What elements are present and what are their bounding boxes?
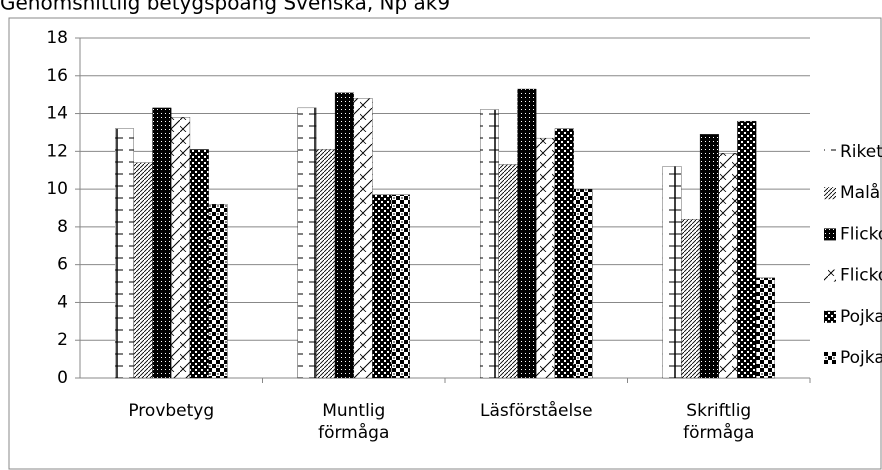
y-tick-label: 18	[46, 28, 68, 48]
y-tick-label: 2	[57, 330, 68, 350]
legend-swatch	[824, 352, 836, 364]
legend-label: Pojkar Malå	[840, 347, 882, 368]
y-tick-label: 0	[57, 368, 68, 388]
y-tick-label: 14	[46, 104, 68, 124]
y-tick-label: 16	[46, 66, 68, 86]
bar	[171, 117, 191, 379]
chart-title: Genomsnittlig betygspoäng Svenska, Np åk…	[0, 0, 450, 15]
bar	[133, 162, 153, 379]
y-tick-label: 12	[46, 141, 68, 161]
legend-swatch	[824, 269, 836, 282]
y-tick-label: 8	[57, 217, 68, 237]
bar	[390, 194, 410, 379]
x-tick-label: Muntlig förmåga	[318, 401, 390, 443]
bar	[372, 194, 392, 379]
legend-label: Riket	[840, 142, 882, 162]
bar	[353, 98, 373, 379]
bar	[737, 120, 757, 379]
legend-label: Malå	[840, 182, 880, 203]
legend-label: Flickor Riket	[840, 224, 882, 244]
bar	[334, 92, 354, 379]
y-tick-label: 4	[57, 292, 68, 312]
bar	[498, 164, 518, 379]
x-tick-label: Läsförståelse	[479, 401, 593, 421]
bar	[662, 166, 682, 379]
legend-swatch	[824, 146, 836, 158]
legend-swatch	[824, 187, 836, 200]
bar	[115, 128, 135, 379]
bar	[756, 277, 776, 379]
x-tick-label: Skriftlig förmåga	[683, 401, 755, 443]
bar	[554, 128, 574, 379]
chart-border	[8, 17, 882, 470]
bar	[699, 134, 719, 379]
legend-label: Flickor Malå	[840, 265, 882, 286]
bar	[297, 107, 317, 379]
bar	[536, 137, 556, 379]
y-tick-label: 6	[57, 255, 68, 275]
legend-swatch	[824, 228, 836, 241]
x-tick-label: Provbetyg	[128, 401, 215, 421]
bar	[718, 153, 738, 379]
bar	[479, 109, 499, 379]
bar	[573, 188, 593, 379]
legend-swatch	[824, 310, 836, 323]
bar	[189, 149, 209, 379]
bar	[517, 88, 537, 379]
bar	[208, 204, 228, 379]
bar	[152, 107, 172, 379]
bar	[316, 149, 336, 379]
bar	[681, 219, 701, 379]
y-tick-label: 10	[46, 179, 68, 199]
legend-label: Pojkar Riket	[840, 307, 882, 327]
